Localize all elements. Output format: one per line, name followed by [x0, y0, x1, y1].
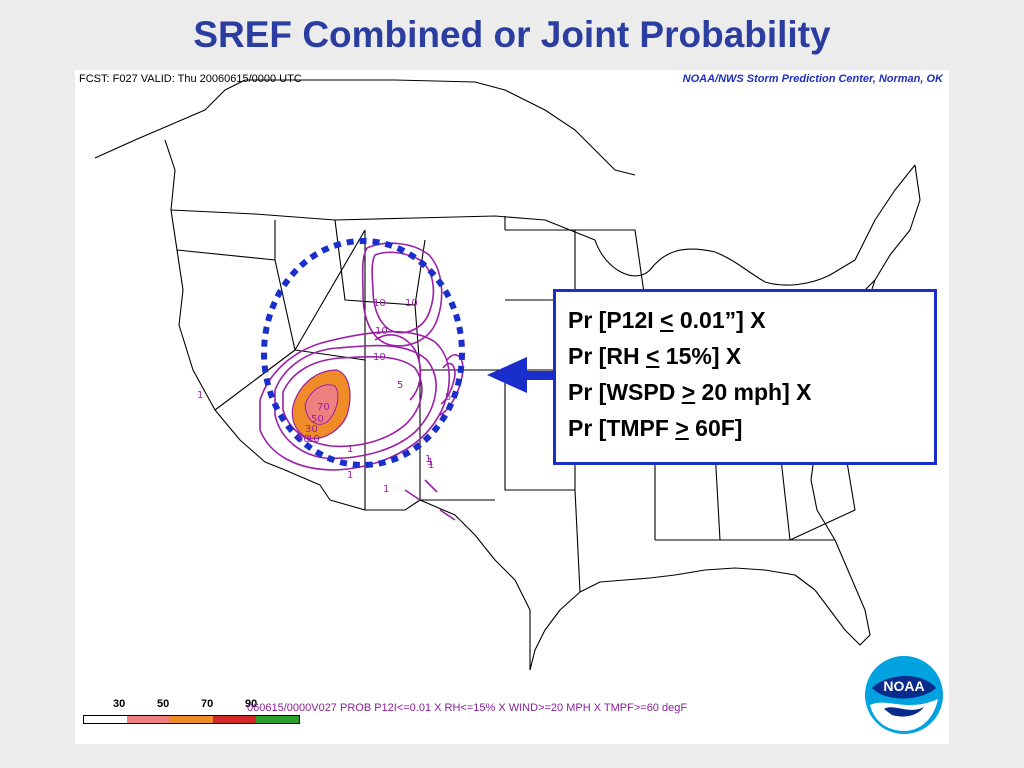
legend-swatch — [256, 716, 299, 723]
contour-label: 30 — [305, 424, 318, 435]
noaa-logo: NOAA — [863, 654, 945, 736]
forecast-header: FCST: F027 VALID: Thu 20060615/0000 UTC — [79, 73, 302, 85]
legend-colorbar — [83, 715, 300, 724]
contour-label: 5 — [397, 380, 403, 391]
formula-operator: < — [660, 307, 674, 333]
pacific-coast — [164, 139, 286, 471]
formula-suffix: 20 mph] X — [695, 379, 812, 405]
legend-swatch — [84, 716, 127, 723]
formula-prefix: Pr [P12I — [568, 307, 661, 333]
legend-labels: 30 50 70 90 — [113, 698, 303, 710]
legend-label-90: 90 — [245, 698, 258, 710]
formula-line-wspd: Pr [WSPD > 20 mph] X — [568, 374, 934, 410]
contour-label: 10 — [405, 298, 418, 309]
formula-suffix: 0.01”] X — [673, 307, 766, 333]
formula-suffix: 60F] — [688, 415, 743, 441]
contour-label: 10 — [373, 352, 386, 363]
formula-line-rh: Pr [RH < 15%] X — [568, 338, 934, 374]
legend-label-70: 70 — [201, 698, 214, 710]
contour-label: 1 — [428, 460, 434, 471]
mexico-border — [284, 469, 531, 670]
contour-label: 1 — [427, 457, 433, 468]
callout-arrow — [487, 357, 553, 393]
formula-prefix: Pr [WSPD — [568, 379, 682, 405]
highlight-ring — [261, 238, 465, 468]
contour-label: 50 — [311, 414, 324, 425]
joint-probability-box: Pr [P12I < 0.01”] X Pr [RH < 15%] X Pr [… — [553, 289, 937, 465]
contour-label: 70 — [317, 402, 330, 413]
great-lakes — [594, 164, 916, 286]
contour-label: 1 — [347, 470, 353, 481]
probability-fill — [291, 369, 351, 440]
northern-border — [170, 209, 596, 241]
formula-operator: < — [645, 343, 660, 369]
legend-label-30: 30 — [113, 698, 126, 710]
gulf-coast — [529, 567, 816, 671]
legend-label-50: 50 — [157, 698, 170, 710]
product-caption: 060615/0000V027 PROB P12I<=0.01 X RH<=15… — [247, 702, 688, 714]
contour-label: 10 — [373, 298, 386, 309]
spc-credit: NOAA/NWS Storm Prediction Center, Norman… — [682, 73, 943, 85]
slide-title: SREF Combined or Joint Probability — [193, 14, 831, 55]
contour-label: 1 — [425, 454, 431, 465]
formula-prefix: Pr [RH — [568, 343, 646, 369]
contour-label: 10 — [375, 326, 388, 337]
formula-line-tmpf: Pr [TMPF > 60F] — [568, 410, 934, 446]
contour-value-labels: 10 10 10 10 5 5 1 70 50 30 50 10 1 1 1 1… — [197, 298, 451, 495]
canada-border — [94, 79, 636, 176]
contour-label: 1 — [347, 444, 353, 455]
contour-label: 50 — [297, 434, 310, 445]
contour-label: 5 — [445, 392, 451, 403]
formula-suffix: 15%] X — [659, 343, 742, 369]
formula-operator: > — [681, 379, 696, 405]
contour-label: 1 — [197, 390, 203, 401]
noaa-logo-text: NOAA — [883, 678, 924, 694]
legend-swatch — [213, 716, 256, 723]
formula-line-p12i: Pr [P12I < 0.01”] X — [568, 302, 934, 338]
probability-contours — [259, 242, 464, 521]
formula-prefix: Pr [TMPF — [568, 415, 676, 441]
contour-label: 1 — [383, 484, 389, 495]
formula-operator: > — [675, 415, 689, 441]
legend-swatch — [127, 716, 170, 723]
contour-label: 10 — [307, 434, 320, 445]
legend-swatch — [170, 716, 213, 723]
